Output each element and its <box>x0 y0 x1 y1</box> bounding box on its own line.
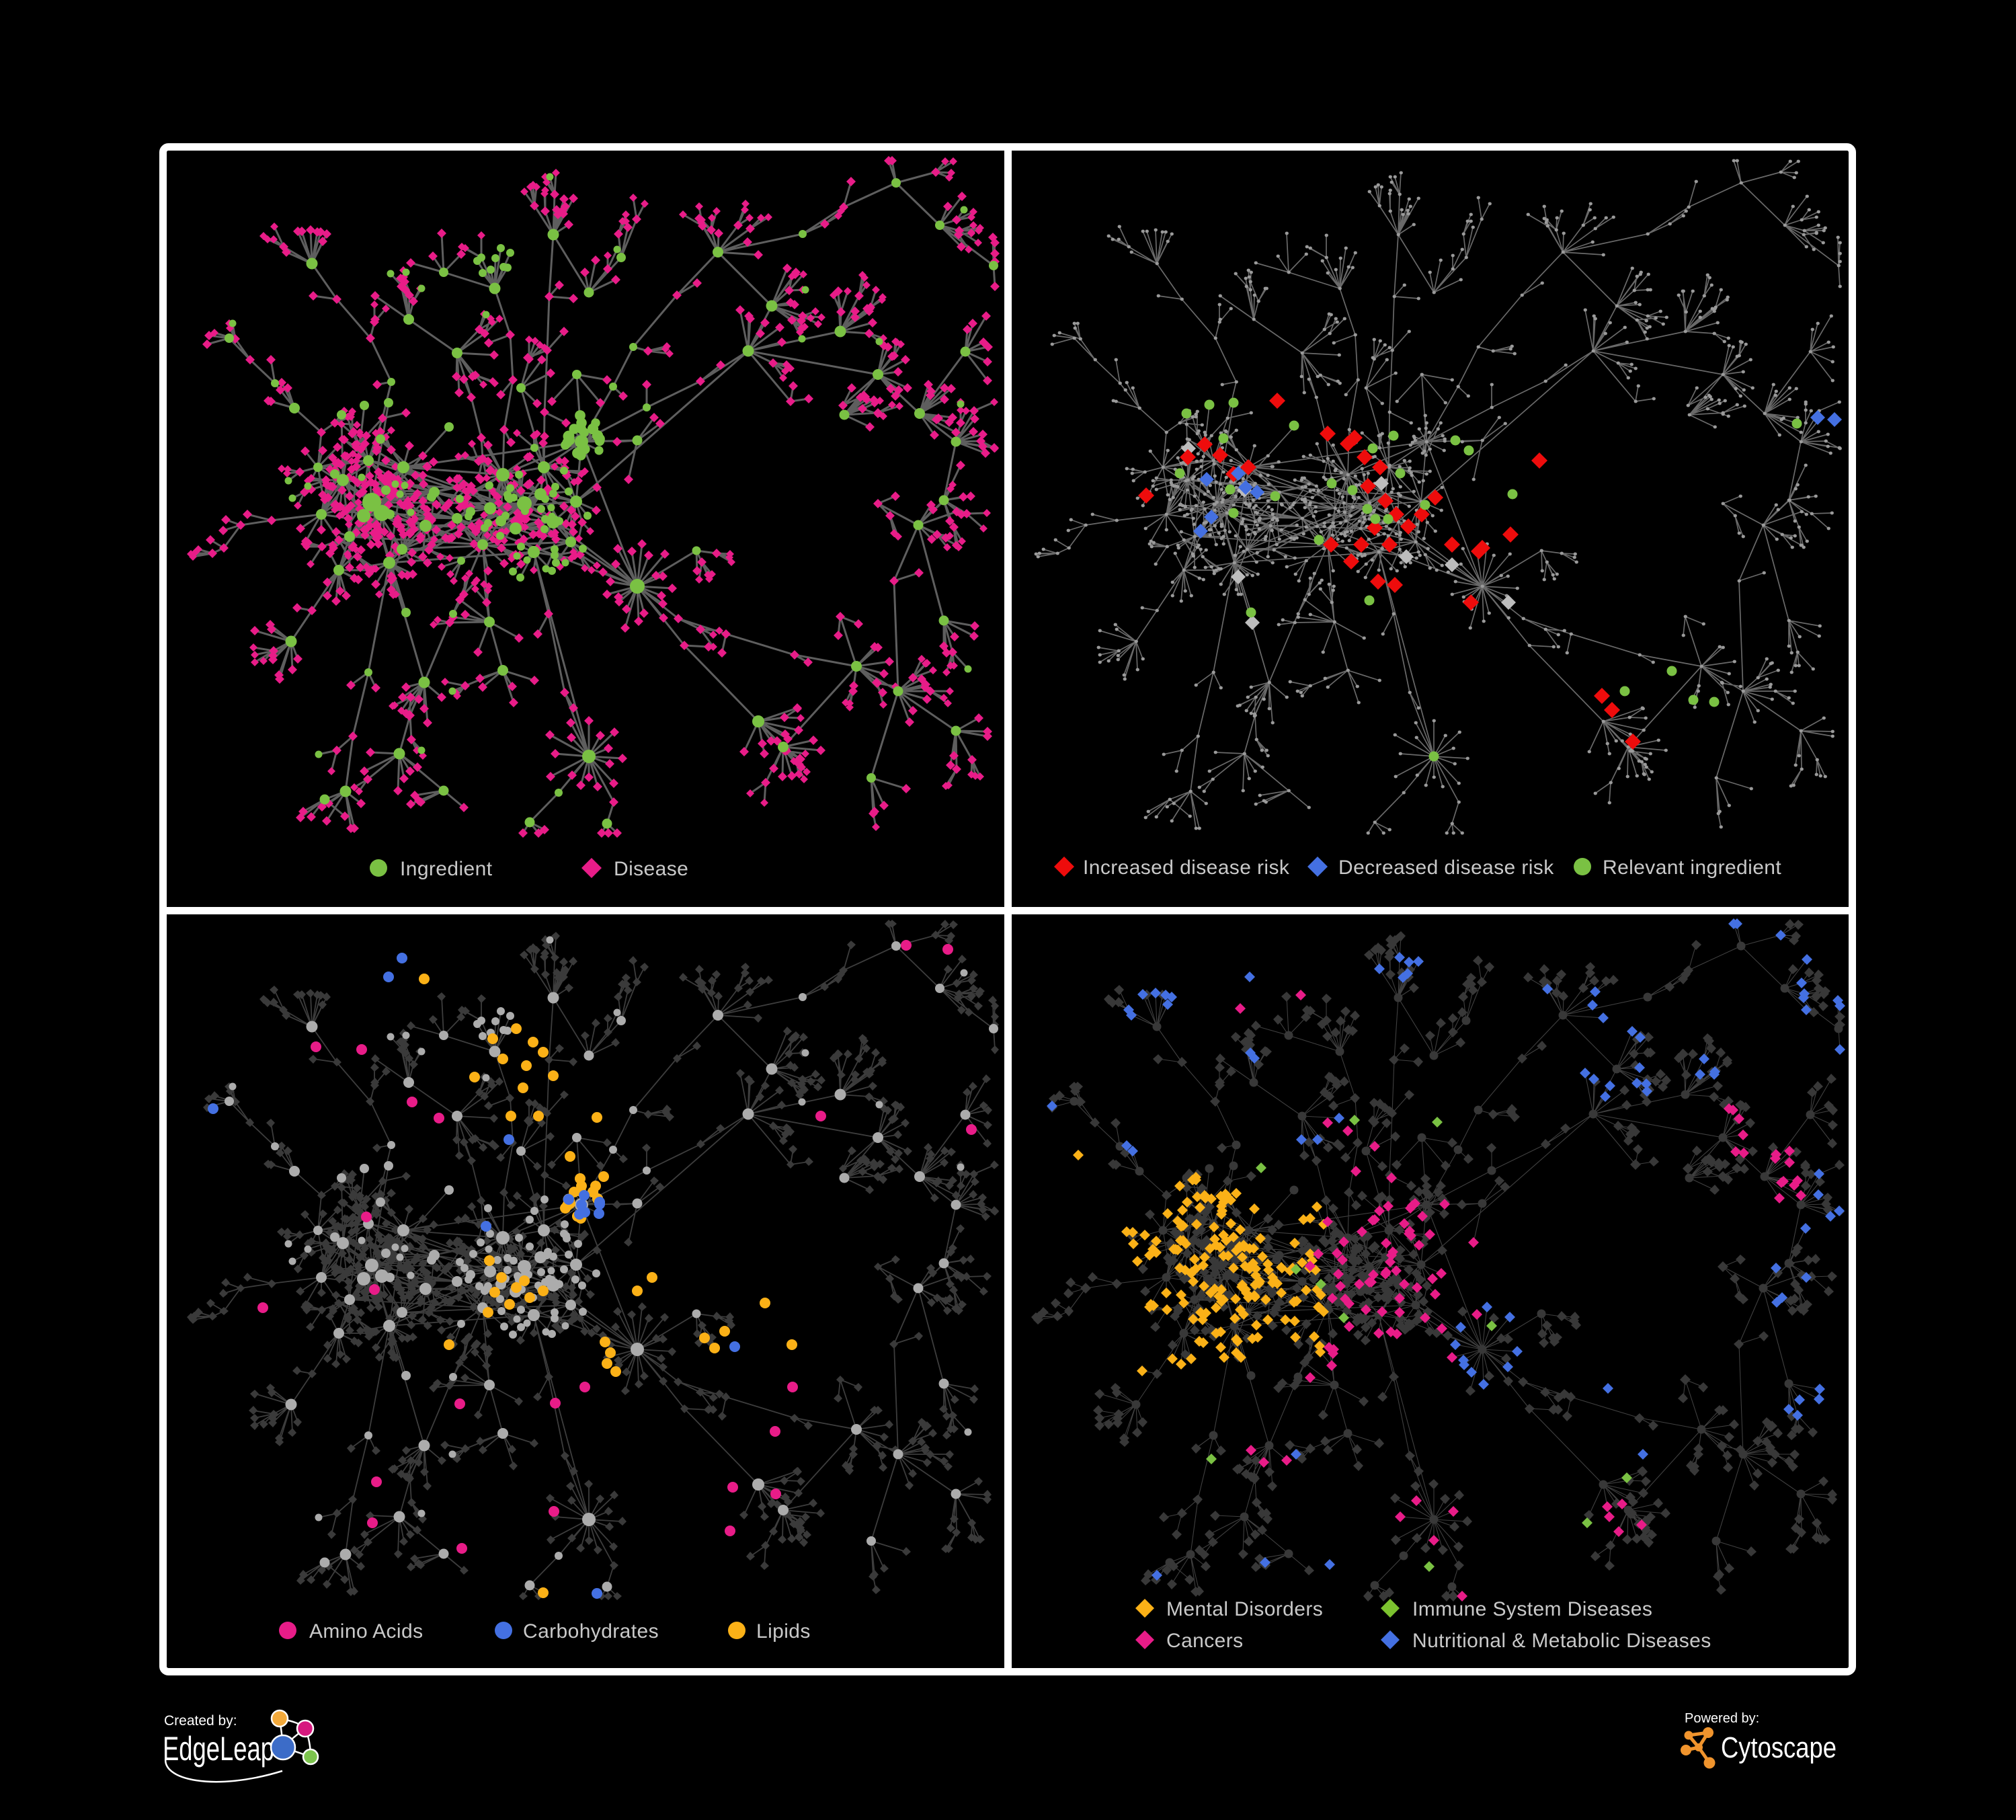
svg-text:Cytoscape: Cytoscape <box>1721 1731 1837 1764</box>
svg-text:Decreased disease risk: Decreased disease risk <box>1338 857 1554 879</box>
svg-text:Mental Disorders: Mental Disorders <box>1166 1598 1323 1620</box>
svg-text:Created by:: Created by: <box>164 1713 237 1729</box>
svg-text:Amino Acids: Amino Acids <box>309 1620 423 1643</box>
svg-text:Cancers: Cancers <box>1166 1630 1244 1652</box>
svg-text:Ingredient: Ingredient <box>400 858 493 880</box>
svg-text:Lipids: Lipids <box>756 1620 811 1643</box>
svg-text:Relevant ingredient: Relevant ingredient <box>1603 857 1781 879</box>
svg-text:Powered by:: Powered by: <box>1685 1711 1759 1726</box>
svg-text:Disease: Disease <box>614 858 688 880</box>
svg-text:Carbohydrates: Carbohydrates <box>523 1620 659 1643</box>
svg-text:EdgeLeap: EdgeLeap <box>163 1730 274 1768</box>
svg-text:Nutritional & Metabolic Diseas: Nutritional & Metabolic Diseases <box>1412 1630 1711 1652</box>
svg-text:Immune System Diseases: Immune System Diseases <box>1412 1598 1652 1620</box>
svg-text:Increased disease risk: Increased disease risk <box>1083 857 1290 879</box>
